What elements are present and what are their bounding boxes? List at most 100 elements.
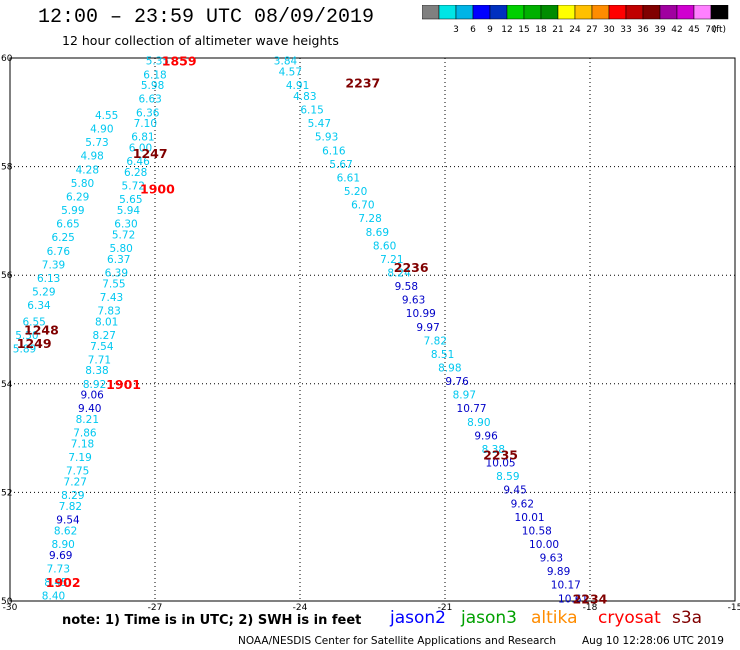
wave-height-point: 10.05 [486, 458, 516, 470]
x-tick-label: -30 [3, 603, 18, 612]
wave-height-point: 5.73 [85, 137, 108, 149]
satellite-legend-altika: altika [531, 608, 578, 628]
wave-height-point: 10.77 [457, 403, 487, 415]
satellite-legend-s3a: s3a [672, 608, 703, 628]
satellite-legend-cryosat: cryosat [598, 608, 661, 628]
wave-height-point: 5.89 [13, 344, 36, 356]
wave-height-point: 6.55 [22, 316, 45, 328]
wave-height-point: 5.98 [141, 80, 164, 92]
wave-height-point: 4.83 [293, 91, 316, 103]
wave-height-point: 7.10 [134, 118, 157, 130]
wave-height-point: 6.81 [131, 132, 154, 144]
legend-tick-label: 33 [620, 25, 631, 35]
pass-time-label: 1901 [106, 377, 141, 392]
wave-height-point: 7.18 [71, 439, 94, 451]
wave-height-point: 6.18 [143, 69, 166, 81]
wave-height-point: 5.80 [109, 243, 132, 255]
legend-tick-label: 36 [637, 25, 649, 35]
x-tick-label: -24 [293, 603, 308, 612]
wave-height-point: 5.80 [71, 178, 94, 190]
legend-tick-label: 9 [487, 25, 493, 35]
pass-time-label: 1900 [140, 181, 175, 196]
pass-time-label: 1902 [46, 575, 81, 590]
wave-height-point: 5.20 [344, 186, 367, 198]
wave-height-point: 6.39 [105, 267, 128, 279]
legend-tick-label: 3 [453, 25, 459, 35]
wave-height-point: 8.62 [54, 525, 77, 537]
legend-tick-label: 30 [603, 25, 615, 35]
wave-height-point: 8.21 [76, 414, 99, 426]
wave-height-point: 6.30 [114, 219, 137, 231]
generation-timestamp: Aug 10 12:28:06 UTC 2019 [582, 635, 724, 647]
wave-height-chart: -30 -27 -24 -21 -18 -15 50 52 54 56 58 60 8.40 8.45 7.… [1, 54, 740, 612]
wave-height-point: 7.83 [97, 305, 120, 317]
wave-height-point: 9.63 [402, 295, 425, 307]
legend-tick-label: 6 [470, 25, 476, 35]
legend-tick-label: 45 [688, 25, 699, 35]
pass-time-label: 2235 [483, 447, 518, 462]
y-tick-label: 54 [1, 380, 13, 390]
wave-height-point: 8.01 [95, 316, 118, 328]
wave-height-point: 9.62 [511, 498, 534, 510]
wave-height-point: 7.75 [66, 466, 89, 478]
pass-time-label: 1248 [24, 323, 59, 338]
wave-height-point: 8.69 [366, 227, 389, 239]
wave-height-point: 4.91 [286, 80, 309, 92]
wave-height-point: 9.06 [80, 390, 104, 402]
legend-tick-label: 21 [552, 25, 563, 35]
satellite-legend-jason3: jason3 [461, 608, 517, 628]
legend-swatch [710, 5, 729, 20]
credit-line: NOAA/NESDIS Center for Satellite Applica… [238, 635, 556, 647]
wave-height-point: 9.54 [56, 515, 80, 527]
wave-height-point: 9.96 [474, 430, 498, 442]
wave-height-point: 10.99 [406, 308, 436, 320]
wave-height-point: 7.55 [102, 278, 125, 290]
wave-height-point: 8.24 [387, 267, 411, 279]
pass-time-label: 2237 [345, 75, 380, 90]
legend-unit: (ft) [712, 25, 726, 35]
plot-frame [9, 57, 736, 602]
wave-height-point: 4.55 [95, 110, 118, 122]
wave-height-point: 5.29 [32, 286, 55, 298]
wave-height-point: 8.38 [85, 365, 108, 377]
wave-height-point: 6.34 [27, 300, 51, 312]
wave-height-point: 6.70 [351, 200, 374, 212]
wave-height-point: 5.99 [61, 205, 84, 217]
y-tick-label: 58 [1, 163, 13, 173]
chart-title: 12:00 – 23:59 UTC 08/09/2019 [38, 6, 375, 29]
wave-height-point: 8.98 [438, 363, 461, 375]
wave-height-point: 8.40 [42, 591, 65, 603]
wave-height-point: 8.51 [431, 349, 454, 361]
wave-height-point: 7.73 [47, 563, 70, 575]
wave-height-point: 6.00 [129, 143, 152, 155]
wave-height-point: 9.97 [416, 322, 439, 334]
wave-height-point: 4.57 [279, 67, 302, 79]
pass-time-label: 2234 [573, 591, 608, 606]
wave-height-point: 6.16 [322, 145, 346, 157]
wave-height-point: 6.13 [37, 273, 60, 285]
x-tick-label: -18 [583, 603, 598, 612]
legend-tick-label: 70 [705, 25, 717, 35]
wave-height-point: 7.54 [90, 341, 114, 353]
wave-height-point: 8.92 [83, 379, 106, 391]
wave-height-point: 5.94 [117, 205, 141, 217]
legend-tick-label: 39 [654, 25, 666, 35]
pass-time-label: 2236 [394, 260, 429, 275]
wave-height-point: 8.29 [61, 490, 84, 502]
y-tick-label: 56 [1, 271, 13, 281]
legend-tick-label: 27 [586, 25, 597, 35]
wave-height-point: 8.27 [93, 330, 116, 342]
wave-height-point: 4.28 [76, 164, 99, 176]
wave-height-point: 7.82 [424, 335, 447, 347]
wave-height-point: 7.86 [73, 428, 97, 440]
wave-height-point: 8.59 [496, 471, 519, 483]
wave-height-point: 10.58 [522, 525, 552, 537]
wave-height-point: 6.65 [56, 219, 79, 231]
wave-height-point: 9.76 [445, 376, 469, 388]
wave-height-point: 10.61 [558, 593, 588, 605]
wave-height-point: 7.43 [100, 292, 123, 304]
wave-height-point: 3.84 [274, 56, 298, 68]
y-tick-label: 52 [1, 488, 12, 498]
wave-height-point: 8.90 [51, 539, 74, 551]
wave-height-point: 6.29 [66, 191, 89, 203]
